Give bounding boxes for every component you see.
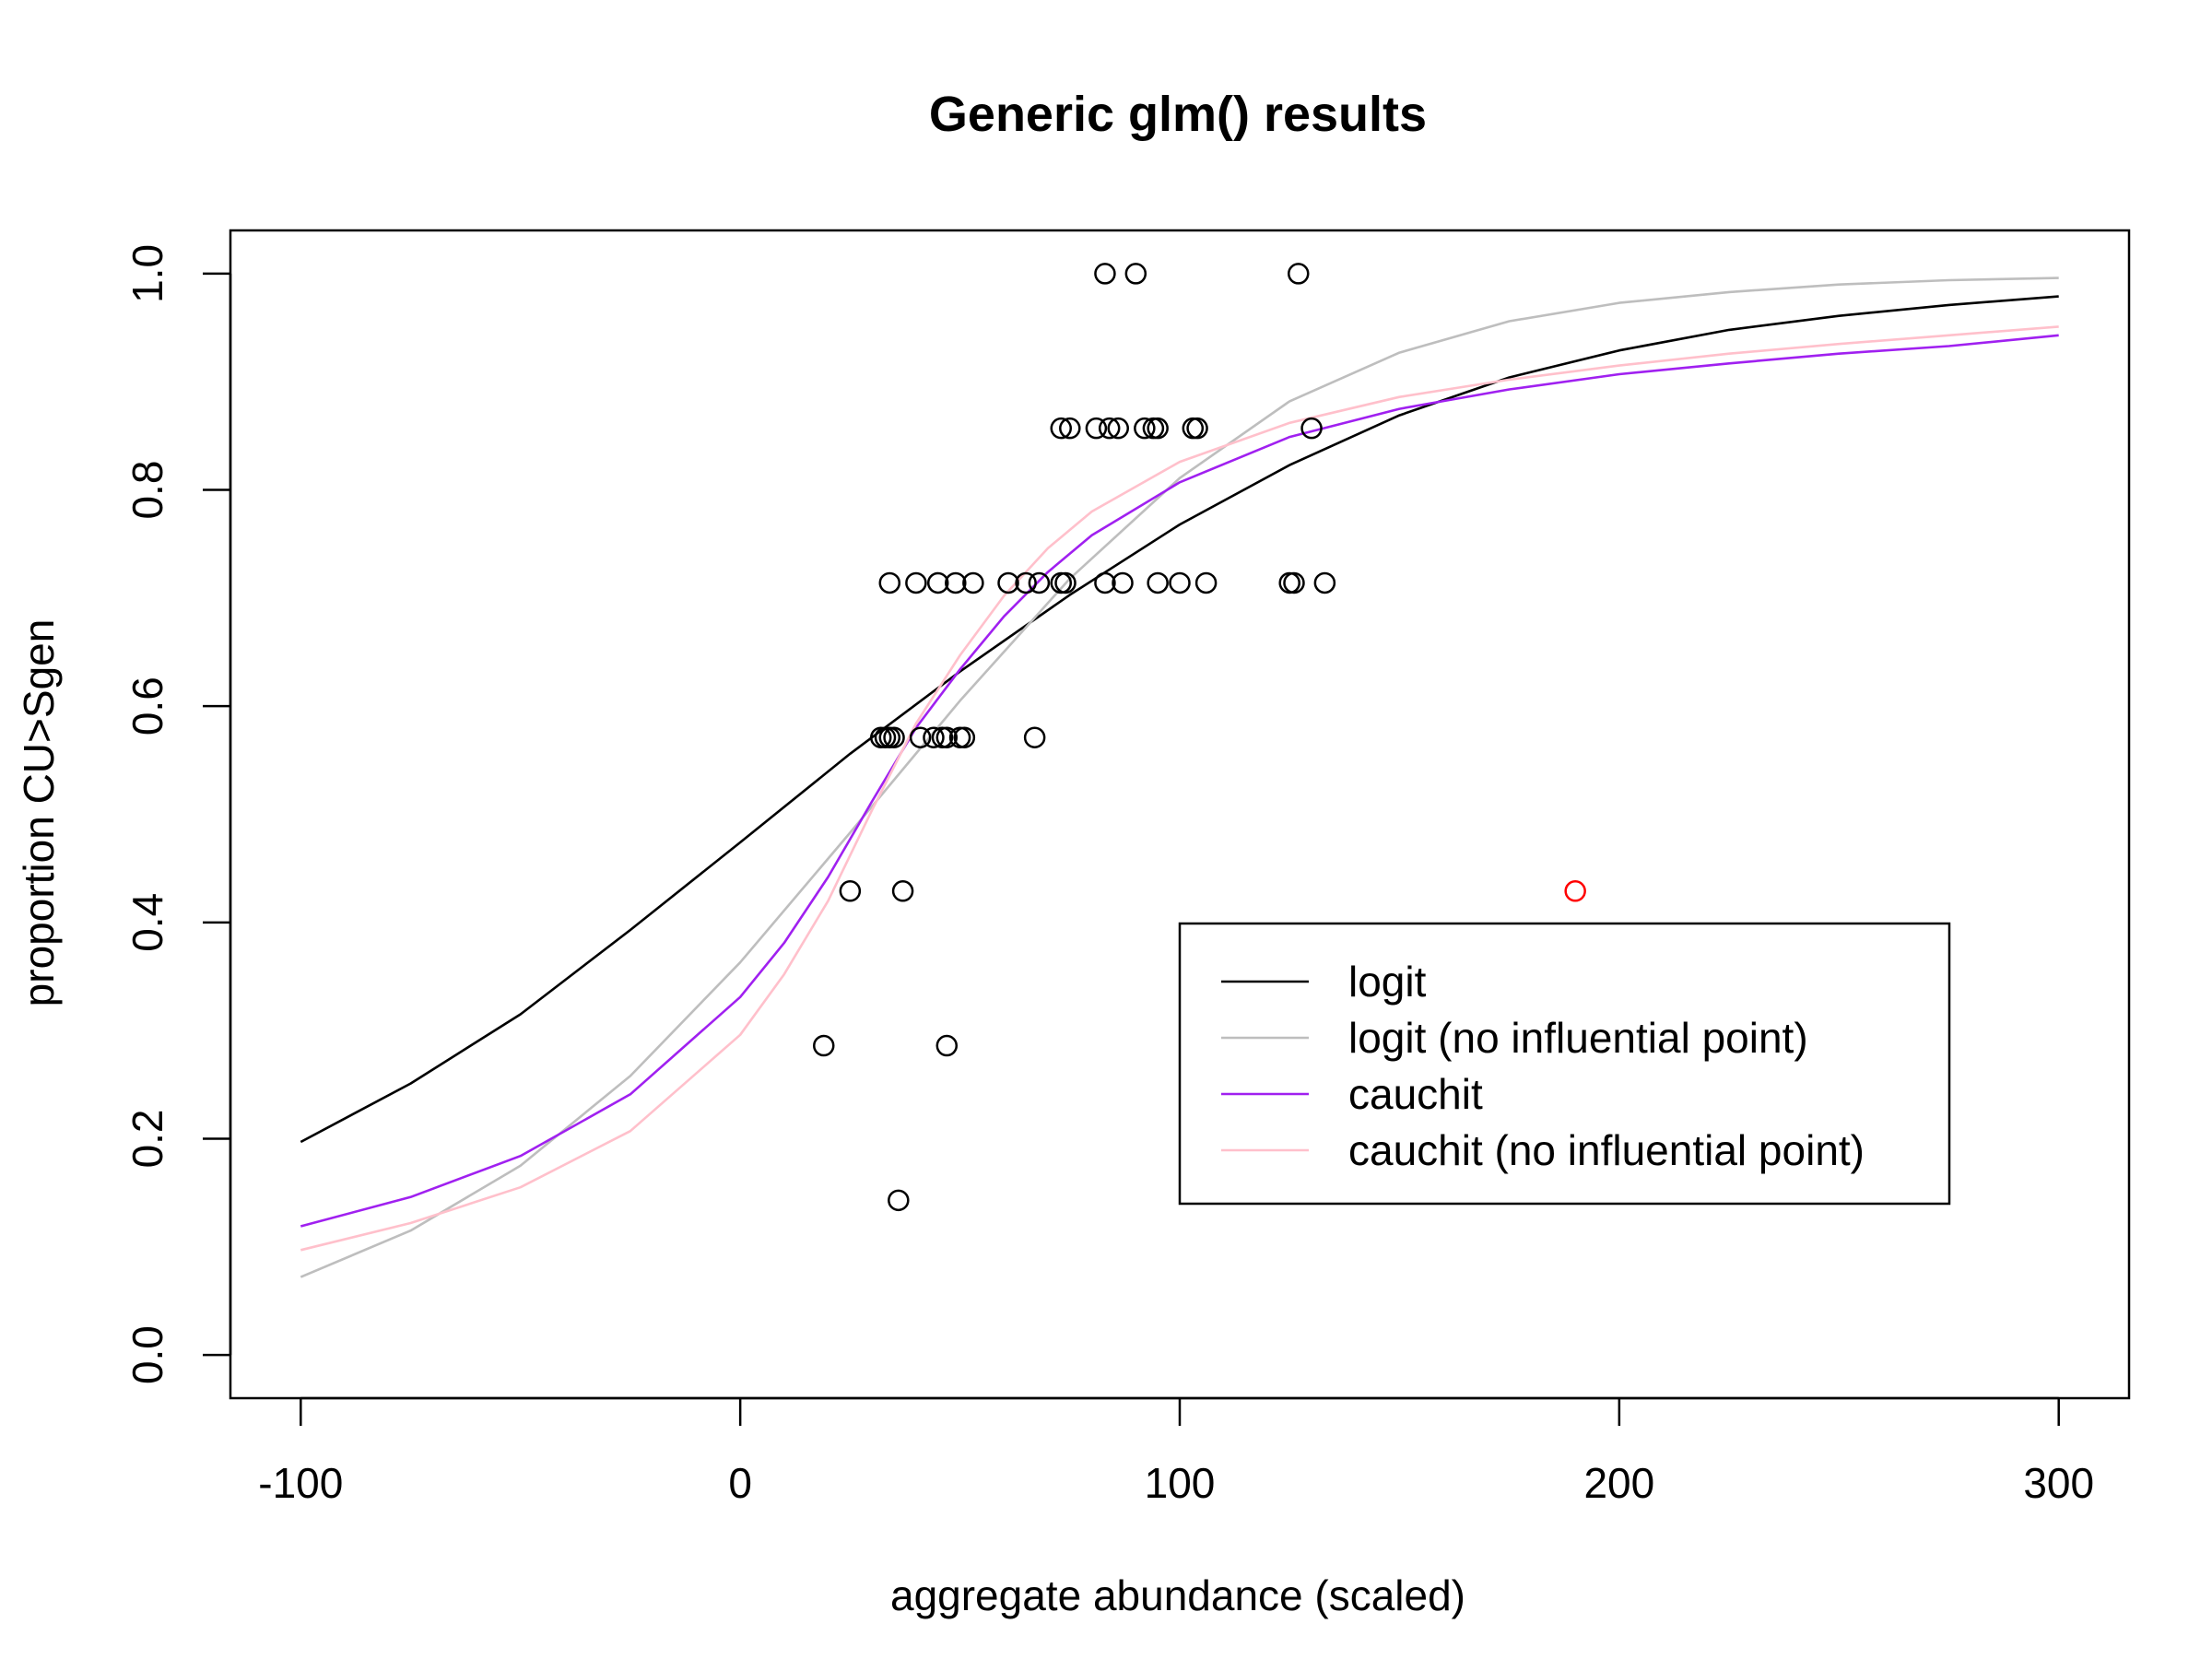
data-point [1028,571,1051,594]
data-point [1283,571,1305,594]
legend-box [1178,922,1951,1206]
data-point [945,571,967,594]
data-point [962,571,984,594]
data-point [1194,571,1218,594]
chart-title: Generic glm() results [929,87,1427,142]
y-tick-label: 0.4 [124,893,171,952]
data-point [905,571,927,594]
x-tick-label: 200 [1583,1459,1654,1507]
plot-area [300,263,2059,1278]
data-point [1147,417,1169,440]
data-point [1313,571,1336,594]
data-point [1169,571,1191,594]
data-point [891,880,914,902]
series-line-1 [300,276,2059,1278]
data-point [1124,263,1147,285]
data-point [935,1034,959,1057]
y-tick-label: 0.2 [124,1109,171,1168]
data-point [883,726,905,748]
y-axis-label: proportion CU>Sgen [15,619,63,1007]
legend-label-2: cauchit [1348,1070,1483,1118]
data-point [839,880,862,902]
y-axis: 0.0 0.2 0.4 0.6 0.8 1.0 [124,244,232,1384]
legend: logit logit (no influential point) cauchit… [1178,922,1951,1206]
data-point [878,571,901,594]
x-axis-label: aggregate abundance (scaled) [890,1571,1465,1619]
y-tick-label: 0.6 [124,677,171,735]
data-point [1288,263,1310,285]
series-line-0 [300,295,2059,1144]
y-tick-label: 0.0 [124,1325,171,1384]
data-point [1300,417,1323,440]
data-point [1134,417,1156,440]
data-point [1085,417,1108,440]
data-point [1059,417,1081,440]
data-point [1054,571,1077,594]
data-point [1015,571,1037,594]
y-tick-label: 1.0 [124,244,171,303]
data-point [1147,571,1169,594]
data-point [926,571,949,594]
data-point [1186,417,1208,440]
legend-label-3: cauchit (no influential point) [1348,1126,1865,1174]
data-point [909,726,932,748]
data-point [1107,417,1129,440]
data-point [888,1189,910,1212]
x-tick-label: -100 [258,1459,343,1507]
series-line-2 [300,334,2059,1228]
data-point [953,726,976,748]
data-point [1112,571,1134,594]
legend-label-1: logit (no influential point) [1348,1014,1808,1062]
data-point [1098,417,1121,440]
data-point [813,1034,835,1057]
data-point [923,726,945,748]
data-point [1023,726,1046,748]
data-point [1094,571,1116,594]
x-tick-label: 100 [1145,1459,1216,1507]
x-tick-label: 0 [728,1459,752,1507]
influential-point [1564,880,1586,902]
data-point [1050,417,1072,440]
legend-label-0: logit [1348,958,1427,1006]
data-point [935,726,959,748]
data-point [1094,263,1116,285]
x-axis: -100 0 100 200 300 [258,1396,2094,1507]
x-tick-label: 300 [2023,1459,2094,1507]
y-tick-label: 0.8 [124,461,171,520]
data-point [997,571,1019,594]
